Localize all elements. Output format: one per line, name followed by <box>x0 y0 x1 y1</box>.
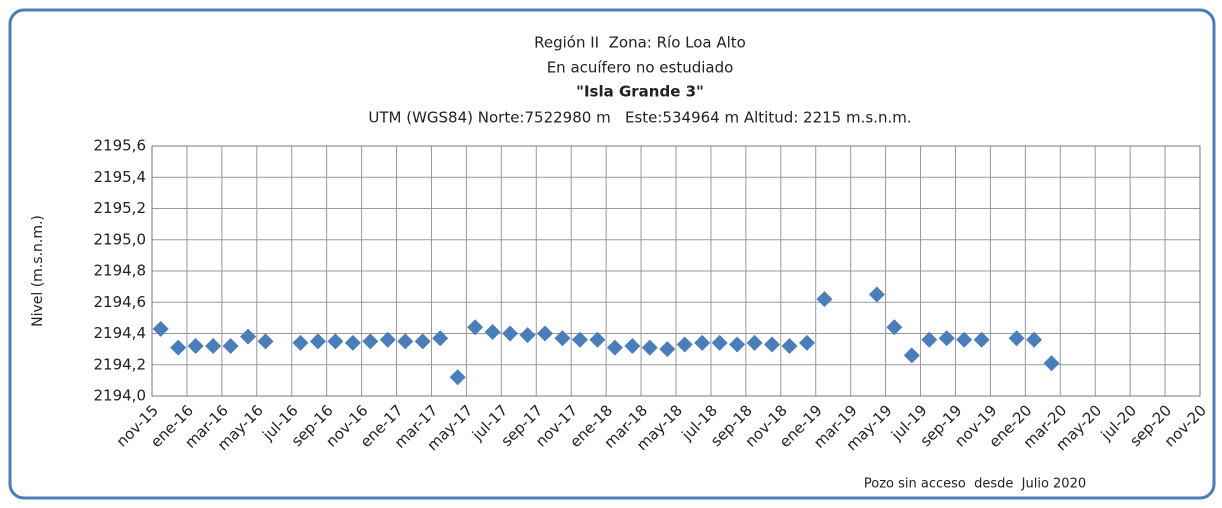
marker <box>1043 355 1060 372</box>
marker <box>432 330 449 347</box>
marker <box>187 338 204 354</box>
marker <box>711 334 728 351</box>
chart-subtitle: En acuífero no estudiado <box>547 59 734 77</box>
marker <box>397 333 414 350</box>
marker <box>956 331 973 348</box>
marker <box>240 328 257 345</box>
y-tick-label: 2194,8 <box>94 262 147 280</box>
marker <box>624 338 641 354</box>
marker <box>676 336 693 353</box>
chart-title: Región II Zona: Río Loa Alto <box>534 34 746 52</box>
marker <box>729 336 746 353</box>
marker <box>222 338 239 354</box>
marker <box>170 339 187 356</box>
marker <box>152 320 169 337</box>
plot-frame <box>151 145 1201 397</box>
location: UTM (WGS84) Norte:7522980 m Este:534964 … <box>368 109 911 127</box>
marker <box>414 333 431 350</box>
marker <box>344 334 361 351</box>
marker <box>205 338 222 354</box>
y-tick-label: 2194,6 <box>94 293 147 311</box>
y-tick-label: 2194,0 <box>94 387 147 405</box>
marker <box>537 325 553 342</box>
marker <box>746 334 763 351</box>
y-axis-label: Nivel (m.s.n.m.) <box>30 215 46 327</box>
marker <box>886 319 903 336</box>
marker <box>659 341 676 358</box>
marker <box>764 336 781 353</box>
y-tick-label: 2195,0 <box>94 230 147 248</box>
marker <box>903 347 920 364</box>
marker <box>257 333 274 350</box>
y-tick-label: 2195,6 <box>94 137 147 155</box>
marker <box>484 323 501 340</box>
marker <box>641 339 658 356</box>
y-tick-label: 2194,4 <box>94 324 147 342</box>
marker <box>781 338 798 354</box>
marker <box>519 327 536 344</box>
marker <box>379 331 396 348</box>
y-tick-label: 2194,2 <box>94 355 147 373</box>
marker <box>309 333 326 350</box>
marker <box>589 331 606 348</box>
marker <box>467 319 484 336</box>
marker <box>694 334 711 351</box>
marker <box>606 339 623 356</box>
well-name: "Isla Grande 3" <box>576 83 704 101</box>
marker <box>362 333 379 350</box>
marker <box>1008 330 1025 347</box>
annotation: Pozo sin acceso desde Julio 2020 <box>864 477 1086 492</box>
marker <box>292 334 309 351</box>
marker <box>921 331 938 348</box>
marker <box>868 286 885 303</box>
marker <box>449 369 466 386</box>
y-tick-label: 2195,2 <box>94 199 147 217</box>
marker <box>799 334 815 351</box>
y-tick-label: 2195,4 <box>94 168 147 186</box>
marker <box>938 330 955 347</box>
chart-frame <box>8 8 1216 500</box>
marker <box>554 330 571 347</box>
marker <box>571 331 588 348</box>
marker <box>327 333 344 350</box>
marker <box>816 291 833 308</box>
marker <box>502 325 519 342</box>
marker <box>1026 331 1043 348</box>
marker <box>973 331 990 348</box>
